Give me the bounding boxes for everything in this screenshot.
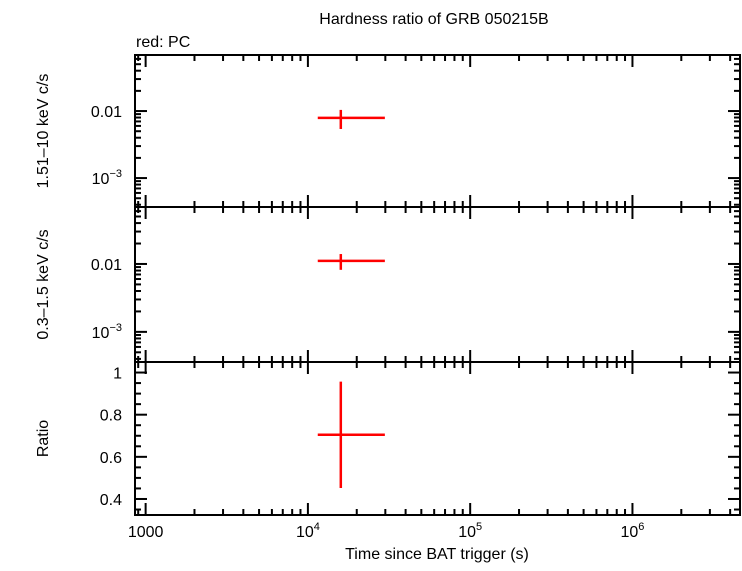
- y-tick-label: 0.4: [100, 492, 122, 509]
- x-tick-label: 106: [620, 521, 644, 541]
- y-axis-label-1: 1.51–10 keV c/s: [35, 74, 52, 189]
- x-tick-label: 1000: [128, 524, 164, 541]
- y-tick-label: 10−3: [92, 168, 122, 188]
- y-axis-label-2: 0.3–1.5 keV c/s: [35, 229, 52, 339]
- x-tick-label: 105: [458, 521, 482, 541]
- y-axis-label-3: Ratio: [35, 420, 52, 457]
- y-tick-label: 1: [113, 366, 122, 383]
- chart-title: Hardness ratio of GRB 050215B: [319, 11, 548, 28]
- panel-frame-2: [134, 206, 741, 363]
- y-tick-label: 0.01: [91, 104, 122, 121]
- y-tick-label: 0.01: [91, 257, 122, 274]
- y-tick-label: 0.8: [100, 408, 122, 425]
- y-tick-label: 10−3: [92, 322, 122, 342]
- y-tick-label: 0.6: [100, 450, 122, 467]
- panel-frame-3: [134, 361, 741, 516]
- legend-note: red: PC: [136, 34, 190, 51]
- x-axis-label: Time since BAT trigger (s): [345, 546, 529, 563]
- panel-frame-1: [134, 54, 741, 208]
- x-tick-label: 104: [296, 521, 320, 541]
